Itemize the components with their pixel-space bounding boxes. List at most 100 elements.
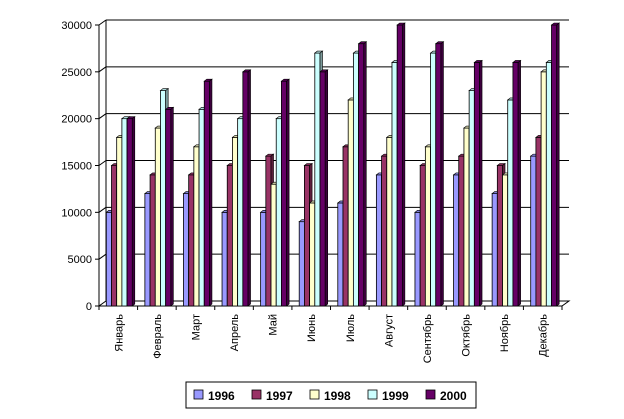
bar-front <box>342 146 349 307</box>
bar-front <box>473 62 480 307</box>
bar-side <box>324 69 329 307</box>
bar-front <box>458 155 465 307</box>
bar-front <box>358 43 365 307</box>
bar-2000-Август <box>396 22 406 307</box>
legend-swatch <box>367 389 378 400</box>
bar-front <box>468 90 475 307</box>
bar-2000-Июль <box>357 41 368 307</box>
x-tick-label: Август <box>383 314 395 347</box>
bar-front <box>491 193 498 307</box>
y-tick-label: 5000 <box>68 254 92 266</box>
legend-item-1999: 1999 <box>367 389 409 403</box>
bar-2000-Декабрь <box>550 22 561 307</box>
bar-front <box>111 165 118 307</box>
bar-front <box>193 146 200 307</box>
legend-label: 2000 <box>440 389 467 403</box>
bar-front <box>419 165 426 307</box>
bar-front <box>319 71 326 307</box>
bar-2000-Ноябрь <box>512 59 522 307</box>
bar-front <box>386 136 393 307</box>
bar-2000-Апрель <box>241 69 252 307</box>
bar-side <box>556 22 560 307</box>
bar-front <box>270 183 277 307</box>
x-tick-label: Июнь <box>306 314 318 342</box>
x-tick-labels: Январь Февраль Март Апрель Май Июнь Июль Август… <box>98 306 563 364</box>
bar-front <box>463 127 470 307</box>
bar-front <box>375 174 382 307</box>
bar-front <box>265 155 272 307</box>
bar-side <box>131 116 136 307</box>
x-tick-label: Сентябрь <box>422 314 434 364</box>
bar-front <box>281 80 288 307</box>
bar-front <box>188 174 195 307</box>
bar-2000-Сентябрь <box>434 41 445 307</box>
bar-front <box>352 52 359 307</box>
bar-front <box>540 71 547 307</box>
x-tick-label: Февраль <box>152 314 164 359</box>
bar-front <box>435 43 442 307</box>
bar-front <box>424 146 431 307</box>
bar-front <box>535 136 542 307</box>
bar-front <box>260 211 267 307</box>
bar-front <box>154 127 161 307</box>
bar-front <box>337 202 344 307</box>
x-tick-label: Март <box>190 314 202 340</box>
bar-front <box>237 118 244 307</box>
bar-front <box>275 118 282 307</box>
y-tick-label: 30000 <box>61 20 92 32</box>
bar-2000-Май <box>280 78 290 307</box>
bar-side <box>170 106 174 307</box>
bar-front <box>160 90 167 307</box>
bar-front <box>496 165 503 307</box>
bar-front <box>347 99 354 307</box>
bar-front <box>144 193 151 307</box>
legend-label: 1996 <box>208 389 235 403</box>
bar-front <box>430 52 437 307</box>
gridline-depth <box>98 160 107 166</box>
bar-front <box>304 165 311 307</box>
bar-front <box>507 99 514 307</box>
gridline-depth <box>98 253 107 260</box>
legend-item-1998: 1998 <box>309 389 351 403</box>
legend-swatch <box>425 389 436 400</box>
y-tick-label: 0 <box>86 301 92 313</box>
bar-front <box>149 174 156 307</box>
y-tick-label: 20000 <box>61 114 92 126</box>
gridline-depth <box>98 206 107 213</box>
bar-front <box>551 24 558 307</box>
bar-front <box>242 71 249 307</box>
x-tick-label: Январь <box>113 314 125 352</box>
x-tick-label: Апрель <box>229 314 241 352</box>
bar-side <box>517 59 521 307</box>
bars <box>105 22 561 307</box>
legend-label: 1998 <box>324 389 351 403</box>
legend-swatch <box>251 389 262 400</box>
bar-side <box>247 69 251 307</box>
gridline-depth <box>98 66 107 73</box>
y-tick-label: 25000 <box>61 67 92 79</box>
bar-front <box>221 211 228 307</box>
legend-swatch <box>309 389 320 400</box>
bar-front <box>105 211 112 307</box>
legend-label: 1999 <box>382 389 409 403</box>
gridline-depth <box>98 19 107 26</box>
gridline-depth <box>98 113 107 120</box>
bar-front <box>126 118 133 307</box>
bar-front <box>502 174 509 307</box>
bar-front <box>381 155 388 307</box>
bar-front <box>391 62 398 307</box>
legend-item-1996: 1996 <box>193 389 235 403</box>
bar-front <box>121 118 128 307</box>
x-tick-label: Июль <box>345 314 357 342</box>
bar-front <box>314 52 321 307</box>
y-tick-label: 15000 <box>61 161 92 173</box>
y-tick-labels: 0 5000 10000 15000 20000 25000 30000 <box>61 20 99 313</box>
legend-swatch <box>193 389 204 400</box>
bar-front <box>309 202 316 307</box>
x-tick-label: Май <box>268 314 280 336</box>
legend-item-2000: 2000 <box>425 389 467 403</box>
bar-side <box>479 59 483 307</box>
bar-2000-Январь <box>126 116 136 307</box>
x-tick-label: Декабрь <box>538 314 550 357</box>
